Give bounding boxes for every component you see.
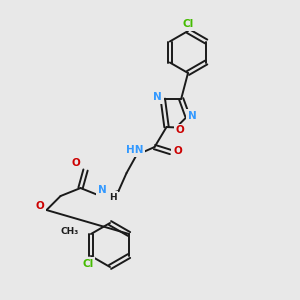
- Text: HN: HN: [126, 145, 143, 155]
- Text: O: O: [35, 201, 44, 211]
- Text: N: N: [98, 185, 107, 195]
- Text: N: N: [153, 92, 162, 102]
- Text: H: H: [109, 193, 116, 202]
- Text: O: O: [173, 146, 182, 156]
- Text: O: O: [71, 158, 80, 168]
- Text: O: O: [176, 125, 184, 136]
- Text: Cl: Cl: [182, 19, 194, 29]
- Text: N: N: [188, 111, 197, 121]
- Text: Cl: Cl: [82, 259, 94, 269]
- Text: CH₃: CH₃: [61, 227, 79, 236]
